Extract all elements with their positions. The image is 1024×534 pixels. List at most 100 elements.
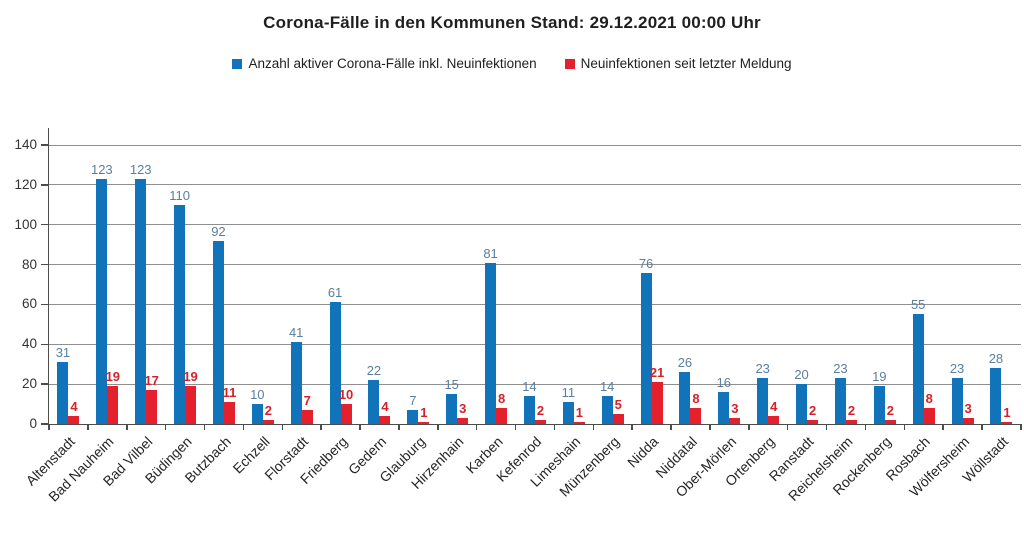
x-axis-label-cell: Münzenberg	[556, 433, 631, 534]
bar-value-label-active-cases: 76	[638, 255, 654, 271]
plot-area: 31 4 123 19 123 17 110 19 92 11 10 2 41 7 61 10 22 4 7 1 15 3…	[14, 128, 1022, 431]
bar-group: 22 4	[360, 364, 399, 424]
bar-value-label-active-cases: 28	[988, 351, 1004, 367]
bar-value-label-new-infections: 4	[381, 399, 389, 415]
bar-active-cases: 61	[328, 286, 342, 424]
bar-group: 11 1	[554, 386, 593, 424]
x-axis-label-cell: Wöllstadt	[959, 433, 1020, 534]
x-axis-label-cell: Ortenberg	[722, 433, 787, 534]
bar-active-cases: 23	[755, 362, 770, 424]
legend-swatch-active-cases	[232, 58, 243, 69]
bar-new-infections: 21	[650, 366, 664, 424]
x-axis-tick	[398, 424, 400, 430]
x-axis-tick	[48, 424, 50, 430]
bar-active-cases: 23	[833, 362, 848, 424]
y-axis-tick	[41, 184, 49, 186]
bar-new-infections: 1	[418, 406, 430, 424]
bar-value-label-active-cases: 15	[444, 377, 459, 393]
x-axis-tick	[242, 424, 245, 430]
bar-new-infections: 8	[923, 392, 935, 424]
bar-new-infections: 1	[1001, 406, 1013, 424]
x-axis-tick	[514, 424, 517, 430]
x-axis-label-cell: Nidda	[624, 433, 670, 534]
bar-value-label-active-cases: 110	[169, 187, 190, 203]
bar-value-label-new-infections: 1	[1003, 405, 1011, 421]
bar-group: 20 2	[788, 368, 827, 424]
bar-group: 10 2	[243, 388, 282, 424]
bar-group: 92 11	[205, 225, 244, 424]
x-axis-tick	[670, 424, 672, 430]
bar-group: 15 3	[438, 378, 477, 424]
gridline	[49, 303, 1021, 305]
gridline	[49, 224, 1021, 226]
bar-group: 23 3	[943, 362, 982, 424]
bar-active-cases: 31	[56, 346, 70, 424]
y-axis-tick	[41, 343, 49, 346]
bar-value-label-new-infections: 5	[614, 397, 622, 413]
bar-new-infections: 19	[106, 370, 120, 424]
chart-title: Corona-Fälle in den Kommunen Stand: 29.1…	[263, 13, 761, 32]
bar-value-label-new-infections: 8	[925, 391, 933, 407]
y-axis-tick	[41, 144, 49, 146]
bar-new-infections: 4	[68, 400, 80, 424]
x-axis-tick	[864, 424, 867, 430]
bar-group: 23 2	[827, 362, 866, 424]
bar-value-label-active-cases: 31	[55, 345, 71, 361]
bar-active-cases: 76	[639, 257, 653, 424]
y-axis-tick-label: 20	[21, 376, 37, 392]
bar-value-label-new-infections: 2	[536, 403, 545, 419]
bar-new-infections: 5	[612, 398, 624, 424]
bar-active-cases: 19	[872, 370, 887, 424]
bar-new-infections: 19	[183, 370, 198, 424]
bar-new-infections: 2	[807, 404, 819, 424]
x-axis-tick	[203, 424, 206, 430]
bar-active-cases: 28	[989, 352, 1003, 424]
bar-new-infections: 10	[339, 388, 353, 424]
y-axis-tick-label: 140	[14, 137, 37, 152]
bar-group: 19 2	[865, 370, 904, 424]
bar-value-label-active-cases: 11	[561, 385, 576, 401]
bar-value-label-new-infections: 3	[731, 401, 739, 417]
bar-active-cases: 16	[717, 376, 731, 424]
x-axis-tick	[592, 424, 595, 430]
bar-value-label-active-cases: 23	[833, 361, 848, 377]
bar-group: 110 19	[166, 189, 205, 424]
bar-active-cases: 14	[522, 380, 537, 424]
x-axis-tick	[631, 424, 633, 430]
bar-value-label-new-infections: 19	[183, 369, 198, 385]
bar-active-cases: 110	[169, 189, 190, 424]
bar-new-infections: 2	[884, 404, 896, 424]
bar-value-label-new-infections: 4	[70, 399, 78, 415]
bar-active-cases: 7	[407, 394, 419, 424]
bar-value-label-active-cases: 92	[211, 223, 226, 239]
bar-value-label-active-cases: 19	[872, 369, 887, 385]
bar-new-infections: 7	[301, 394, 313, 424]
gridline	[49, 144, 1021, 146]
gridline	[49, 383, 1021, 385]
x-axis-label-cell: Karben	[462, 433, 515, 534]
bar-new-infections: 8	[690, 392, 702, 424]
x-axis-tick	[359, 424, 361, 430]
x-axis-tick	[126, 424, 128, 430]
bar-active-cases: 41	[289, 326, 303, 424]
bar-value-label-new-infections: 10	[338, 387, 354, 403]
legend-swatch-new-infections	[564, 58, 575, 69]
bar-new-infections: 3	[457, 402, 469, 424]
bar-value-label-active-cases: 14	[522, 379, 537, 395]
legend: Anzahl aktiver Corona-Fälle inkl. Neuinf…	[0, 56, 1024, 71]
x-axis-tick	[942, 424, 944, 430]
bar-value-label-new-infections: 19	[105, 369, 121, 385]
bar-group: 41 7	[282, 326, 321, 424]
bar-value-label-new-infections: 3	[459, 401, 467, 417]
bar-active-cases: 10	[250, 388, 265, 424]
bar-group: 23 4	[749, 362, 788, 424]
bar-new-infections: 2	[845, 404, 857, 424]
y-axis-tick-label: 100	[14, 216, 37, 232]
legend-label-new-infections: Neuinfektionen seit letzter Meldung	[580, 56, 792, 71]
x-axis-tick	[320, 424, 322, 430]
x-axis-label-cell: Echzell	[229, 433, 281, 534]
bar-active-cases: 26	[678, 356, 692, 424]
y-axis-tick-label: 60	[21, 296, 37, 312]
bar-group: 26 8	[671, 356, 710, 424]
